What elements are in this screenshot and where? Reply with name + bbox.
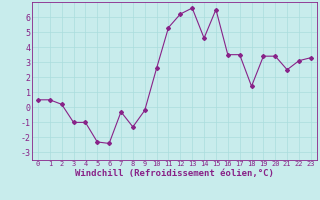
X-axis label: Windchill (Refroidissement éolien,°C): Windchill (Refroidissement éolien,°C) [75, 169, 274, 178]
